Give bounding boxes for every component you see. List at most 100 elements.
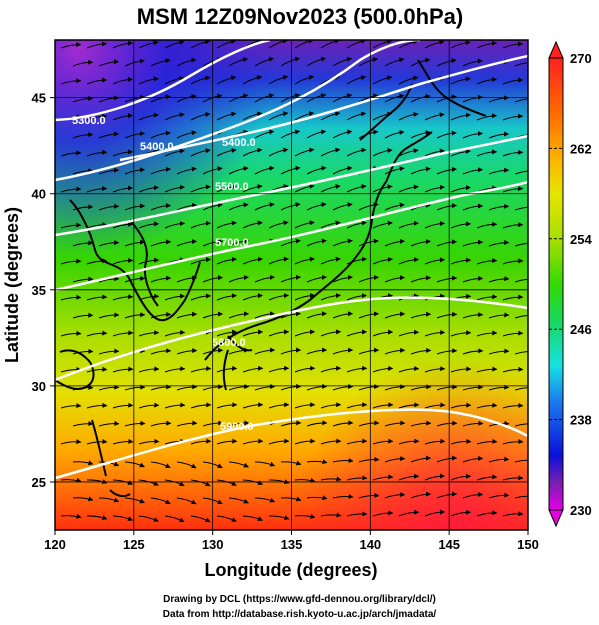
streamline <box>320 365 342 373</box>
contour-label-6: 5800.0 <box>212 337 246 349</box>
streamline <box>436 384 458 391</box>
streamline <box>294 111 315 121</box>
streamline <box>398 509 420 517</box>
streamline <box>384 347 406 355</box>
streamline <box>98 348 120 355</box>
plot-area: 5300.0 5400.0 5400.0 5500.0 5700.0 5800.… <box>55 40 528 530</box>
streamline <box>164 515 185 523</box>
streamline <box>280 129 301 139</box>
colorbar: 270 262 254 246 238 230 <box>548 40 592 528</box>
streamline <box>346 365 368 373</box>
streamline <box>358 202 379 211</box>
streamline <box>228 420 250 427</box>
streamline <box>332 347 354 355</box>
streamline <box>384 238 405 247</box>
streamline <box>228 202 249 211</box>
streamline <box>424 473 446 481</box>
streamline <box>164 40 185 49</box>
streamlines <box>60 40 528 523</box>
streamline <box>346 438 368 445</box>
streamline <box>320 512 342 518</box>
streamline <box>384 166 405 175</box>
streamline <box>112 330 134 337</box>
streamline <box>176 57 197 67</box>
streamline <box>358 347 380 355</box>
streamline <box>294 365 316 373</box>
credit-data: Data from http://database.rish.kyoto-u.a… <box>162 609 437 620</box>
streamline <box>242 256 263 265</box>
streamline <box>124 167 145 175</box>
streamline <box>410 239 431 247</box>
streamline <box>150 166 171 175</box>
streamline <box>398 184 419 193</box>
streamline <box>488 384 510 391</box>
streamline <box>436 58 457 67</box>
streamline <box>242 515 263 521</box>
streamline <box>320 402 342 409</box>
streamline <box>372 75 393 85</box>
streamline <box>164 402 186 409</box>
streamline <box>60 78 82 85</box>
streamline <box>138 438 160 445</box>
streamline <box>514 351 528 355</box>
streamline <box>358 456 380 463</box>
streamline <box>436 203 457 211</box>
streamline <box>138 76 159 85</box>
streamline <box>332 238 353 247</box>
streamline <box>320 293 341 301</box>
colorbar-tick-label: 246 <box>570 322 592 337</box>
streamline <box>150 130 171 139</box>
streamline <box>398 366 420 373</box>
streamline <box>86 113 108 121</box>
streamline <box>72 496 94 502</box>
streamline <box>462 312 484 319</box>
streamline <box>332 56 352 67</box>
streamline <box>228 238 249 247</box>
streamline <box>450 330 472 337</box>
streamline <box>346 402 368 409</box>
streamline <box>124 312 146 319</box>
streamline <box>488 203 510 211</box>
x-tick-label: 125 <box>123 537 145 552</box>
streamline <box>112 294 134 301</box>
streamline <box>124 58 145 67</box>
streamline <box>488 239 510 247</box>
streamline <box>268 293 289 301</box>
streamline <box>384 492 406 499</box>
streamline <box>112 402 134 409</box>
streamline <box>384 129 405 139</box>
streamline <box>228 384 250 391</box>
streamline <box>476 113 497 121</box>
streamline <box>280 274 301 283</box>
y-tick-label: 30 <box>32 379 46 394</box>
streamline <box>138 257 160 265</box>
lat-lon-grid <box>55 40 528 530</box>
streamline <box>450 257 472 265</box>
streamline <box>358 492 380 499</box>
streamline <box>176 130 197 139</box>
streamline <box>502 258 524 265</box>
streamline <box>514 62 528 67</box>
streamline <box>138 402 160 409</box>
streamline <box>60 330 82 337</box>
streamline <box>216 75 237 85</box>
streamline <box>398 257 419 265</box>
streamline <box>476 366 498 373</box>
streamline <box>502 366 524 373</box>
streamline <box>216 256 237 265</box>
streamline <box>242 365 264 373</box>
streamline <box>112 221 134 229</box>
streamline <box>254 202 275 211</box>
streamline <box>398 111 419 121</box>
streamline <box>280 460 302 466</box>
streamline <box>228 57 249 67</box>
streamline <box>306 347 328 355</box>
streamline <box>228 461 249 468</box>
streamline <box>98 167 120 175</box>
streamline <box>332 202 353 211</box>
streamline <box>254 311 275 319</box>
streamline <box>190 184 211 193</box>
streamline <box>112 40 133 49</box>
streamline <box>306 495 328 501</box>
